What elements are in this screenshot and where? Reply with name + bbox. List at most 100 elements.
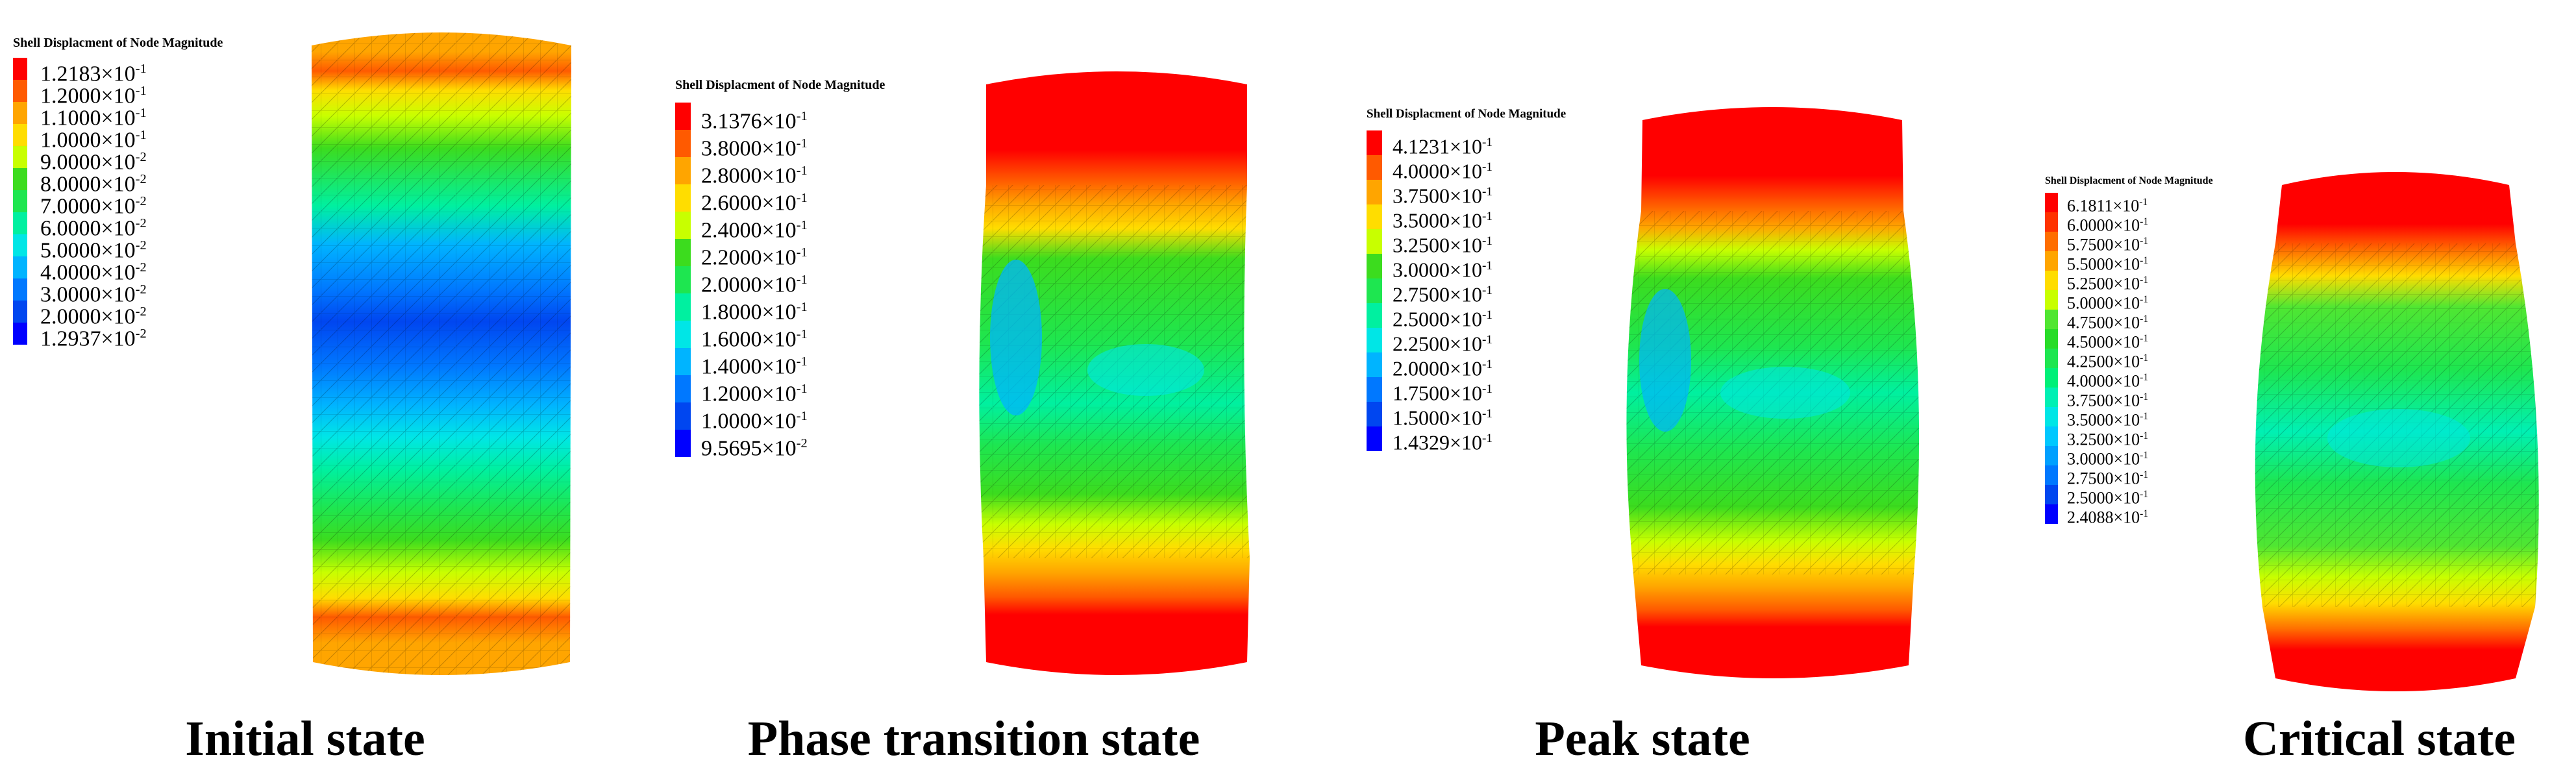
legend-exponent: -1 (135, 84, 147, 98)
legend-swatch (675, 184, 691, 212)
legend-exponent: -1 (1482, 308, 1493, 322)
legend-label: 4.0000×10-1 (1393, 159, 1493, 183)
legend-exponent: -2 (135, 238, 147, 253)
legend-label: 3.2500×10-1 (1393, 233, 1493, 257)
legend-label: 2.4088×10-1 (2067, 508, 2149, 527)
legend-swatch (2045, 368, 2058, 388)
legend-label: 4.2500×10-1 (2067, 352, 2149, 371)
legend-exponent: -1 (1482, 210, 1493, 223)
legend-exponent: -1 (135, 106, 147, 120)
legend-swatch (13, 168, 27, 190)
legend-label: 4.0000×10-2 (40, 260, 147, 285)
legend-swatch (1367, 328, 1382, 352)
legend-exponent: -1 (796, 409, 808, 423)
legend-title: Shell Displacment of Node Magnitude (1367, 107, 1567, 121)
legend-exponent: -1 (796, 354, 808, 369)
legend-label: 1.1000×10-1 (40, 106, 147, 130)
deformed-cylinder-phase-transition (979, 71, 1250, 675)
legend-exponent: -1 (2140, 333, 2149, 344)
legend-label: 1.0000×10-1 (701, 409, 808, 434)
legend-exponent: -1 (796, 136, 808, 151)
legend-label: 3.0000×10-1 (2067, 449, 2149, 469)
legend-label: 2.2000×10-1 (701, 245, 808, 270)
legend-exponent: -1 (2140, 391, 2149, 402)
legend-swatch (675, 266, 691, 293)
legend-label: 2.6000×10-1 (701, 191, 808, 216)
legend-exponent: -1 (2140, 294, 2149, 305)
legend-label: 2.0000×10-2 (40, 304, 147, 329)
legend-swatch (13, 102, 27, 124)
legend-label: 5.2500×10-1 (2067, 274, 2149, 293)
legend-label: 1.2000×10-1 (40, 84, 147, 108)
legend-swatch (13, 234, 27, 256)
legend-swatch (2045, 465, 2058, 485)
legend-exponent: -1 (2140, 236, 2149, 247)
legend-label: 8.0000×10-2 (40, 172, 147, 197)
legend-swatch (2045, 329, 2058, 349)
legend-swatch (13, 190, 27, 212)
legend-swatch (13, 301, 27, 323)
legend-swatch (13, 323, 27, 345)
legend-swatch (1367, 130, 1382, 155)
legend-label: 6.0000×10-1 (2067, 216, 2149, 235)
legend-exponent: -1 (1482, 407, 1493, 421)
legend-exponent: -1 (796, 382, 808, 396)
legend-exponent: -1 (2140, 255, 2149, 266)
cylinder-plot (977, 65, 1256, 682)
legend-label: 2.8000×10-1 (701, 164, 808, 188)
legend-label: 2.0000×10-1 (1393, 356, 1493, 380)
legend-exponent: -1 (1482, 432, 1493, 445)
legend-swatch (2045, 232, 2058, 251)
legend-swatch (2045, 271, 2058, 290)
legend-exponent: -1 (2140, 314, 2149, 325)
legend-title: Shell Displacment of Node Magnitude (2045, 175, 2213, 186)
legend-label: 3.5000×10-1 (2067, 410, 2149, 430)
legend-label: 1.0000×10-1 (40, 128, 147, 153)
legend-swatch (2045, 504, 2058, 524)
legend-label: 3.0000×10-1 (1393, 258, 1493, 282)
caption: Initial state (185, 711, 425, 766)
legend-exponent: -1 (2140, 430, 2149, 441)
legend-swatch (13, 256, 27, 278)
legend-label: 1.2183×10-1 (40, 62, 147, 86)
legend-exponent: -1 (1482, 358, 1493, 371)
legend-exponent: -1 (2140, 275, 2149, 286)
legend-label: 2.0000×10-1 (701, 273, 808, 297)
legend-label: 2.5000×10-1 (2067, 488, 2149, 508)
legend-label: 1.7500×10-1 (1393, 381, 1493, 405)
legend-swatch (675, 348, 691, 375)
legend-swatch (2045, 407, 2058, 426)
legend-exponent: -2 (135, 194, 147, 208)
legend-exponent: -1 (2140, 469, 2149, 480)
legend-exponent: -1 (1482, 234, 1493, 248)
legend-exponent: -2 (796, 436, 808, 450)
legend-swatch (675, 103, 691, 130)
legend-swatch (2045, 446, 2058, 465)
caption: Phase transition state (747, 711, 1200, 766)
legend-swatch (13, 212, 27, 234)
legend-exponent: -1 (796, 327, 808, 341)
legend-exponent: -2 (135, 216, 147, 230)
legend-label: 2.5000×10-1 (1393, 307, 1493, 331)
caption: Peak state (1535, 711, 1750, 766)
legend-swatch (2045, 426, 2058, 446)
legend-label: 1.4329×10-1 (1393, 430, 1493, 454)
legend-swatch (13, 58, 27, 80)
legend-exponent: -1 (796, 300, 808, 314)
legend-swatch (13, 278, 27, 301)
legend-exponent: -1 (2139, 197, 2148, 208)
legend-swatch (1367, 155, 1382, 180)
legend-swatch (675, 321, 691, 348)
legend-label: 7.0000×10-2 (40, 194, 147, 219)
legend-label: 2.4000×10-1 (701, 218, 808, 243)
legend-swatch (1367, 278, 1382, 303)
legend-swatch (1367, 303, 1382, 328)
legend-label: 3.7500×10-1 (1393, 184, 1493, 208)
legend-label: 3.7500×10-1 (2067, 391, 2149, 410)
legend-exponent: -1 (2140, 411, 2149, 422)
legend-label: 6.0000×10-2 (40, 216, 147, 241)
legend-exponent: -2 (135, 327, 147, 341)
legend-exponent: -2 (135, 304, 147, 319)
legend-exponent: -1 (2140, 372, 2149, 383)
deformed-cylinder-initial (312, 32, 571, 675)
